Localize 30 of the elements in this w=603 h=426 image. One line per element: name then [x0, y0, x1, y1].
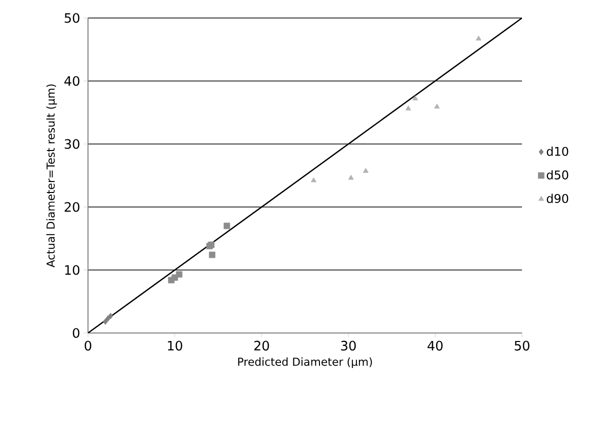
- x-axis-title: Predicted Diameter (μm): [238, 357, 372, 368]
- point: [476, 36, 482, 40]
- y-tick-label: 0: [72, 328, 80, 338]
- x-tick-label: 50: [514, 340, 530, 351]
- point: [102, 318, 108, 325]
- legend-label: d90: [546, 194, 568, 204]
- point: [406, 106, 412, 110]
- y-tick-label: 40: [64, 76, 80, 86]
- y-tick-label: 20: [64, 202, 80, 212]
- y-tick-label: 30: [64, 139, 80, 149]
- point: [348, 174, 354, 180]
- point: [208, 252, 216, 258]
- y-tick-label: 50: [64, 13, 80, 23]
- y-axis-title: Actual Diameter=Test result (μm): [46, 84, 57, 268]
- point: [412, 95, 418, 100]
- x-tick-label: 40: [428, 340, 443, 351]
- point: [362, 168, 369, 173]
- point: [106, 315, 110, 322]
- legend-label: d50: [546, 170, 568, 180]
- x-tick-label: 0: [84, 340, 92, 351]
- legend-label: d10: [546, 146, 568, 156]
- point: [108, 312, 114, 320]
- point: [434, 104, 440, 109]
- y-tick-label: 10: [65, 265, 80, 275]
- point: [224, 222, 230, 230]
- x-tick-label: 10: [168, 340, 182, 351]
- point: [310, 177, 316, 182]
- x-tick-label: 30: [341, 340, 356, 351]
- point: [176, 271, 182, 278]
- x-tick-label: 20: [254, 340, 269, 351]
